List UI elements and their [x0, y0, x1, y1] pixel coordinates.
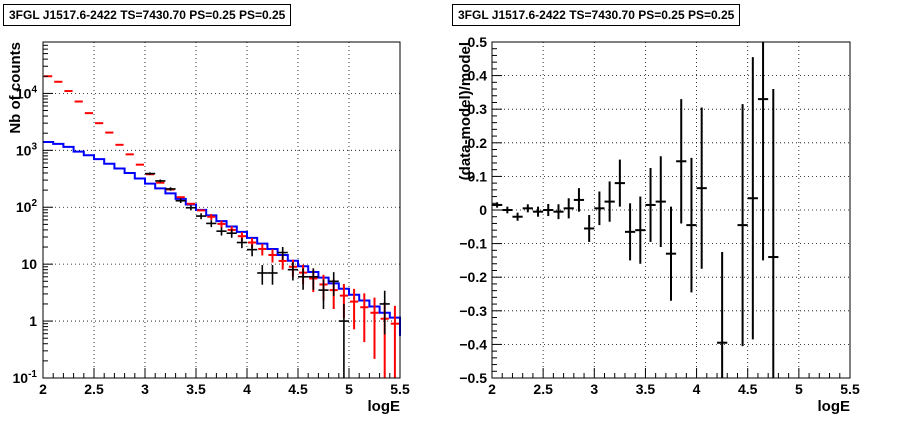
data-point: [308, 268, 319, 290]
model-errorbar-point: [268, 249, 277, 263]
residual-point: [676, 99, 687, 224]
data-point: [257, 265, 268, 285]
right-x-tick-label: 4.5: [738, 381, 758, 397]
left-y-tick-label: 1: [29, 313, 37, 329]
residual-point: [543, 203, 554, 217]
right-x-axis-label: logE: [818, 398, 851, 415]
right-x-tick-label: 2: [488, 381, 496, 397]
model-errorbar-point: [207, 213, 216, 220]
left-x-tick-label: 2.5: [84, 381, 104, 397]
model-histogram-line: [43, 141, 401, 336]
left-y-axis-label: Nb of counts: [7, 42, 24, 134]
residual-point: [532, 206, 544, 217]
data-point: [196, 213, 207, 220]
right-x-tick-label: 2.5: [533, 381, 553, 397]
data-point: [175, 198, 186, 204]
left-x-tick-label: 5.5: [390, 381, 410, 397]
residual-point: [665, 206, 677, 301]
residual-point: [594, 191, 605, 226]
data-point: [226, 229, 237, 238]
left-y-tick-label: 104: [16, 84, 38, 101]
residual-point: [645, 168, 656, 242]
residual-point: [492, 202, 503, 208]
data-point: [216, 227, 227, 236]
model-errorbar-point: [370, 297, 379, 359]
residual-point: [502, 206, 513, 214]
right-y-tick-label: −0.5: [459, 370, 487, 386]
right-x-tick-label: 4: [693, 381, 701, 397]
right-y-axis-label: (data-model)/model: [457, 42, 474, 180]
data-point: [145, 172, 156, 175]
data-point: [318, 279, 329, 310]
residual-point: [624, 203, 636, 261]
right-y-tick-label: 0.3: [468, 101, 488, 117]
data-point: [277, 247, 288, 260]
data-point: [338, 303, 349, 378]
left-x-tick-label: 3: [141, 381, 149, 397]
residual-point: [717, 252, 728, 378]
model-errorbar-point: [258, 243, 267, 256]
right-chart-title: 3FGL J1517.6-2422 TS=7430.70 PS=0.25 PS=…: [452, 4, 741, 26]
left-chart-title: 3FGL J1517.6-2422 TS=7430.70 PS=0.25 PS=…: [3, 4, 292, 26]
data-point: [328, 272, 339, 296]
residual-point: [512, 212, 523, 221]
right-x-tick-label: 3: [590, 381, 598, 397]
data-point: [236, 237, 247, 249]
right-x-tick-label: 3.5: [636, 381, 656, 397]
residual-point: [635, 196, 646, 264]
residual-point: [553, 204, 564, 220]
data-point: [185, 205, 196, 211]
left-x-tick-label: 4: [243, 381, 251, 397]
left-y-tick-label: 10-1: [13, 369, 38, 386]
left-x-axis-label: logE: [368, 398, 401, 415]
residual-point: [768, 89, 779, 378]
right-y-tick-label: 0: [479, 202, 487, 218]
right-y-tick-label: 0.5: [468, 34, 488, 50]
data-point: [379, 290, 390, 335]
model-errorbar-point: [390, 305, 399, 378]
residual-point: [573, 188, 585, 212]
data-point: [287, 262, 298, 281]
right-y-tick-label: 0.4: [468, 68, 488, 84]
residual-point: [757, 42, 769, 261]
left-x-tick-label: 2: [39, 381, 47, 397]
data-point: [298, 268, 309, 290]
right-y-tick-label: −0.3: [459, 303, 487, 319]
residual-point: [614, 159, 625, 207]
residual-point: [655, 156, 666, 247]
residual-point: [686, 157, 697, 293]
left-y-tick-label: 103: [16, 141, 38, 158]
data-point: [155, 179, 166, 183]
right-y-tick-label: 0.2: [468, 135, 488, 151]
model-errorbar-point: [217, 220, 226, 228]
residual-point: [563, 198, 574, 219]
right-y-tick-label: −0.2: [459, 269, 487, 285]
left-x-tick-label: 3.5: [186, 381, 206, 397]
left-y-tick-label: 102: [16, 198, 38, 215]
model-errorbar-point: [350, 288, 359, 330]
left-x-tick-label: 5: [345, 381, 353, 397]
data-point: [165, 187, 176, 191]
residual-point: [604, 181, 615, 222]
left-x-tick-label: 4.5: [288, 381, 308, 397]
right-y-tick-label: −0.4: [459, 336, 487, 352]
residual-point: [696, 107, 707, 269]
residual-point: [737, 104, 748, 347]
data-point: [247, 244, 258, 257]
left-y-tick-label: 10: [21, 256, 37, 272]
right-x-tick-label: 5: [795, 381, 803, 397]
data-point: [206, 220, 217, 228]
right-y-tick-label: −0.1: [459, 236, 487, 252]
right-x-tick-label: 5.5: [840, 381, 860, 397]
left-plot-area: [43, 42, 400, 378]
residual-point: [747, 57, 758, 340]
data-point: [267, 265, 278, 285]
residual-point: [584, 215, 595, 242]
residual-point: [522, 204, 533, 213]
right-y-tick-label: 0.1: [468, 168, 488, 184]
model-errorbar-point: [360, 293, 369, 343]
